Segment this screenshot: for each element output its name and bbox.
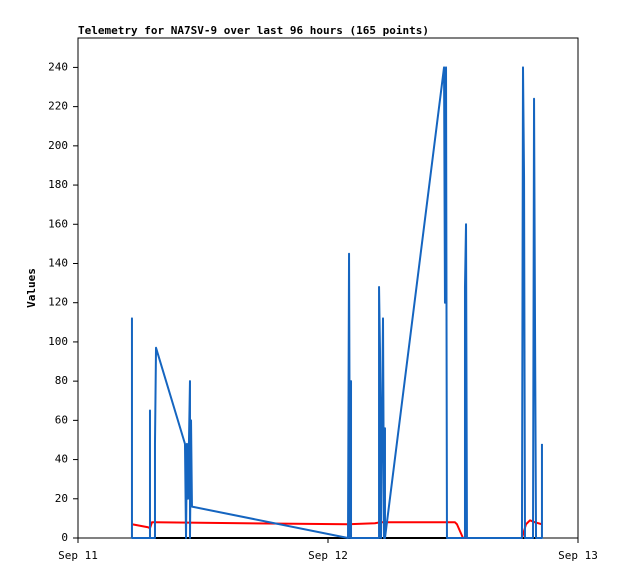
y-tick-label: 40 bbox=[55, 453, 68, 466]
x-tick-label: Sep 11 bbox=[58, 549, 98, 562]
y-tick-label: 20 bbox=[55, 492, 68, 505]
y-tick-label: 0 bbox=[61, 531, 68, 544]
y-tick-label: 220 bbox=[48, 100, 68, 113]
y-tick-label: 200 bbox=[48, 139, 68, 152]
y-tick-label: 80 bbox=[55, 374, 68, 387]
y-axis-label: Values bbox=[25, 268, 38, 308]
chart-title: Telemetry for NA7SV-9 over last 96 hours… bbox=[78, 24, 429, 37]
y-tick-label: 60 bbox=[55, 413, 68, 426]
y-tick-label: 180 bbox=[48, 178, 68, 191]
y-tick-label: 160 bbox=[48, 217, 68, 230]
y-tick-label: 120 bbox=[48, 296, 68, 309]
x-tick-label: Sep 13 bbox=[558, 549, 598, 562]
y-tick-label: 240 bbox=[48, 60, 68, 73]
y-tick-label: 100 bbox=[48, 335, 68, 348]
series-line bbox=[130, 66, 543, 539]
y-tick-label: 140 bbox=[48, 256, 68, 269]
series-line bbox=[131, 519, 543, 539]
x-tick-label: Sep 12 bbox=[308, 549, 348, 562]
